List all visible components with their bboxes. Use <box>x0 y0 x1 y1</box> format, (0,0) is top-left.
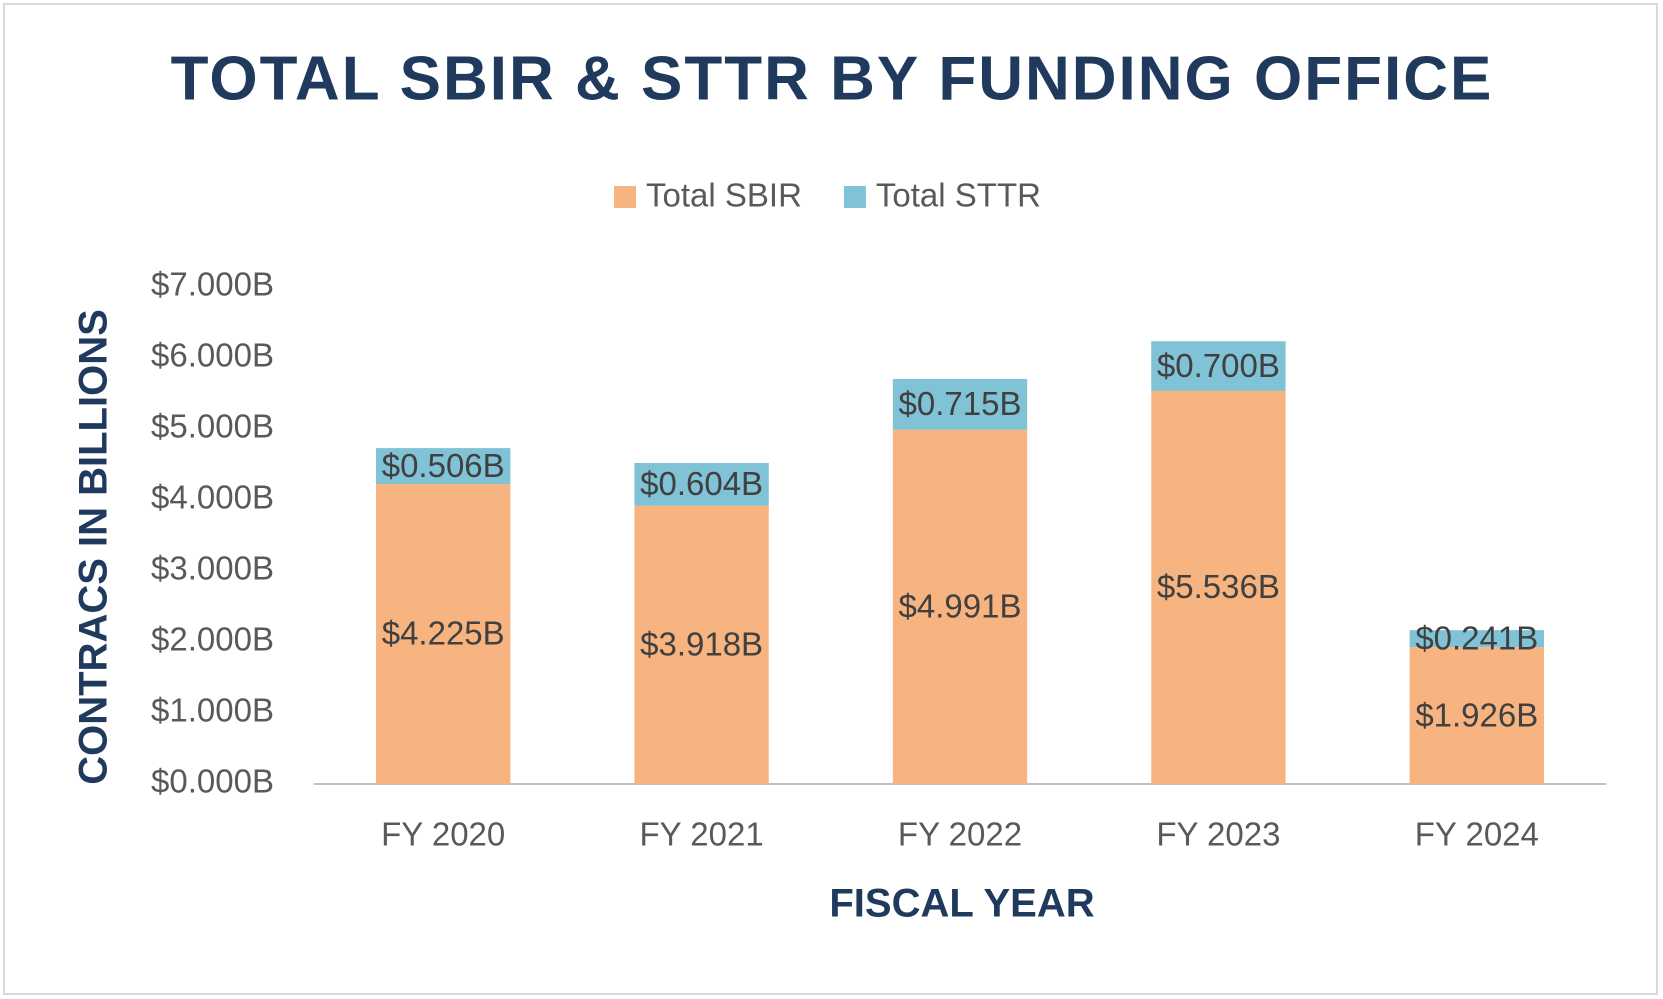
x-tick-label: FY 2024 <box>1415 816 1539 853</box>
data-label: $0.715B <box>899 385 1022 422</box>
legend-swatch <box>614 186 636 208</box>
data-label: $0.506B <box>382 447 505 484</box>
data-label: $1.926B <box>1415 696 1538 733</box>
data-label: $3.918B <box>640 626 763 663</box>
legend-label: Total SBIR <box>646 177 802 214</box>
data-label: $4.991B <box>899 588 1022 625</box>
legend-label: Total STTR <box>876 177 1041 214</box>
data-label: $0.604B <box>640 465 763 502</box>
legend-swatch <box>843 186 866 208</box>
chart-border <box>3 3 1658 995</box>
data-label: $5.536B <box>1157 568 1280 605</box>
bar-segment <box>892 429 1028 784</box>
y-tick-label: $7.000B <box>151 266 274 303</box>
data-label: $4.225B <box>382 615 505 652</box>
bar-segment <box>634 462 769 506</box>
y-axis-title: CONTRACS IN BILLIONS <box>72 309 116 785</box>
bar-segment <box>634 505 769 784</box>
x-axis-title: FISCAL YEAR <box>829 882 1094 926</box>
x-tick-label: FY 2021 <box>640 816 764 853</box>
data-label: $0.700B <box>1157 347 1280 384</box>
bar-segment <box>376 484 511 784</box>
y-tick-label: $2.000B <box>151 621 274 658</box>
y-tick-label: $0.000B <box>151 763 274 800</box>
bar-segment <box>376 448 511 485</box>
bar-segment <box>1409 647 1544 784</box>
x-tick-label: FY 2023 <box>1156 816 1280 853</box>
bar-segment <box>1409 630 1544 648</box>
y-tick-label: $5.000B <box>151 408 274 445</box>
x-tick-label: FY 2022 <box>898 816 1022 853</box>
bar-segment <box>1151 390 1286 784</box>
bar-segment <box>1151 341 1286 391</box>
chart-title: TOTAL SBIR & STTR BY FUNDING OFFICE <box>171 44 1494 113</box>
y-tick-label: $6.000B <box>151 337 274 374</box>
y-tick-label: $4.000B <box>151 479 274 516</box>
data-label: $0.241B <box>1415 619 1538 656</box>
x-tick-label: FY 2020 <box>381 816 505 853</box>
bar-segment <box>892 378 1028 430</box>
y-tick-label: $3.000B <box>151 550 274 587</box>
y-tick-label: $1.000B <box>151 692 274 729</box>
